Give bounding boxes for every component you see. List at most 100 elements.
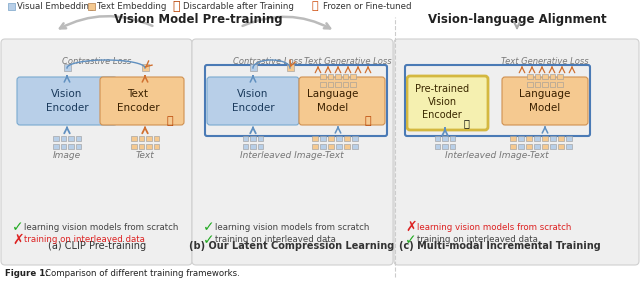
FancyBboxPatch shape <box>502 77 588 125</box>
Text: Language
Model: Language Model <box>519 89 571 113</box>
FancyBboxPatch shape <box>299 77 385 125</box>
Bar <box>566 136 572 141</box>
FancyBboxPatch shape <box>1 39 192 265</box>
Bar <box>344 144 349 149</box>
Text: 🔥: 🔥 <box>312 1 319 12</box>
Bar <box>320 136 326 141</box>
Text: 🗑: 🗑 <box>365 116 371 126</box>
Text: Interleaved Image-Text: Interleaved Image-Text <box>445 151 549 160</box>
Text: Pre-trained
Vision
Encoder: Pre-trained Vision Encoder <box>415 84 469 120</box>
Bar <box>550 136 556 141</box>
Text: ✓: ✓ <box>203 220 214 234</box>
Bar <box>550 81 556 87</box>
Bar <box>320 73 326 79</box>
Bar <box>344 136 349 141</box>
Text: training on interleaved data: training on interleaved data <box>417 236 538 244</box>
Bar <box>146 136 152 141</box>
Bar <box>250 136 256 141</box>
Bar <box>442 144 448 149</box>
Bar <box>343 81 348 87</box>
Bar <box>352 144 358 149</box>
Bar <box>450 144 455 149</box>
Bar <box>68 136 74 141</box>
Text: Vision
Encoder: Vision Encoder <box>232 89 275 113</box>
Bar <box>320 81 326 87</box>
Text: Text: Text <box>136 151 154 160</box>
Bar <box>518 136 524 141</box>
Text: training on interleaved data: training on interleaved data <box>24 236 145 244</box>
Bar <box>243 136 248 141</box>
Bar <box>558 144 563 149</box>
Text: Discardable after Training: Discardable after Training <box>183 2 294 11</box>
Text: (b) Our Latent Compression Learning: (b) Our Latent Compression Learning <box>189 241 395 251</box>
Bar <box>328 73 333 79</box>
Bar <box>542 136 547 141</box>
Text: Text
Encoder: Text Encoder <box>116 89 159 113</box>
Bar <box>68 144 74 149</box>
Text: learning vision models from scratch: learning vision models from scratch <box>215 223 369 231</box>
FancyBboxPatch shape <box>17 77 117 125</box>
Text: learning vision models from scratch: learning vision models from scratch <box>24 223 179 231</box>
Text: Comparison of different training frameworks.: Comparison of different training framewo… <box>45 268 240 277</box>
Bar <box>328 136 333 141</box>
FancyBboxPatch shape <box>407 76 488 130</box>
Bar <box>53 144 58 149</box>
Bar <box>352 136 358 141</box>
Text: Vision
Encoder: Vision Encoder <box>45 89 88 113</box>
Text: ✓: ✓ <box>405 233 417 247</box>
Bar <box>328 144 333 149</box>
Bar <box>336 144 342 149</box>
Bar <box>335 81 340 87</box>
Text: Text Generative Loss: Text Generative Loss <box>501 57 589 66</box>
Text: Vision Model Pre-training: Vision Model Pre-training <box>114 12 282 25</box>
Text: Vision-language Alignment: Vision-language Alignment <box>428 12 606 25</box>
Bar <box>243 144 248 149</box>
Text: 🗑: 🗑 <box>166 116 173 126</box>
Text: Visual Embedding: Visual Embedding <box>17 2 95 11</box>
Bar <box>526 144 531 149</box>
Bar <box>335 73 340 79</box>
Bar <box>542 73 548 79</box>
Bar <box>258 144 263 149</box>
Bar <box>63 64 70 71</box>
Text: 🗑: 🗑 <box>172 0 179 13</box>
Bar <box>141 64 148 71</box>
Bar <box>350 81 356 87</box>
Text: Frozen or Fine-tuned: Frozen or Fine-tuned <box>323 2 412 11</box>
Bar <box>510 136 515 141</box>
Text: Interleaved Image-Text: Interleaved Image-Text <box>240 151 344 160</box>
Bar <box>435 144 440 149</box>
Bar <box>350 73 356 79</box>
FancyBboxPatch shape <box>100 77 184 125</box>
Bar <box>76 144 81 149</box>
Bar <box>566 144 572 149</box>
Bar <box>88 3 95 10</box>
Bar <box>250 144 256 149</box>
Text: Contrastive Loss: Contrastive Loss <box>62 57 132 66</box>
Bar <box>8 3 15 10</box>
Bar <box>550 73 556 79</box>
Bar <box>550 144 556 149</box>
Bar <box>542 144 547 149</box>
Bar <box>53 136 58 141</box>
Bar <box>526 136 531 141</box>
Bar <box>138 144 144 149</box>
Bar <box>154 136 159 141</box>
Bar <box>250 64 257 71</box>
Text: ✗: ✗ <box>12 233 24 247</box>
Bar <box>557 73 563 79</box>
Bar <box>557 81 563 87</box>
Bar <box>542 81 548 87</box>
Bar <box>131 136 136 141</box>
Text: learning vision models from scratch: learning vision models from scratch <box>417 223 572 231</box>
Bar <box>312 144 317 149</box>
Bar <box>61 144 66 149</box>
Text: training on interleaved data: training on interleaved data <box>215 236 336 244</box>
Text: Image: Image <box>53 151 81 160</box>
Bar <box>336 136 342 141</box>
Bar <box>535 81 540 87</box>
Bar <box>312 136 317 141</box>
Bar <box>61 136 66 141</box>
Bar <box>328 81 333 87</box>
Bar <box>343 73 348 79</box>
